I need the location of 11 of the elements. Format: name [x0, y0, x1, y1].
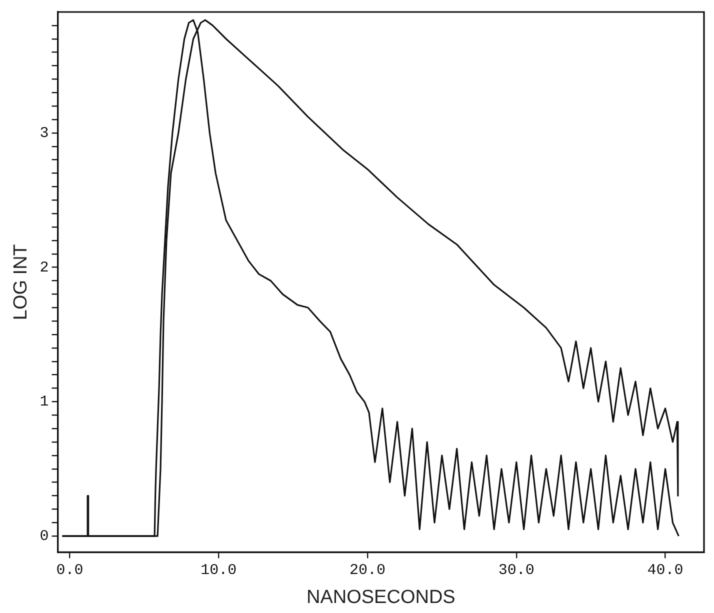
y-tick-label: 1: [40, 394, 49, 411]
x-tick-label: 20.0: [349, 562, 386, 580]
x-tick-label: 0.0: [56, 562, 84, 580]
y-tick-label: 0: [40, 528, 49, 546]
x-tick-label: 10.0: [200, 562, 237, 580]
y-axis-title: LOG INT: [10, 244, 32, 320]
x-tick-label: 30.0: [498, 562, 534, 580]
y-tick-label: 3: [40, 124, 49, 142]
y-tick-label: 2: [40, 259, 49, 276]
x-tick-label: 40.0: [647, 562, 684, 580]
x-axis-title: NANOSECONDS: [306, 586, 456, 608]
